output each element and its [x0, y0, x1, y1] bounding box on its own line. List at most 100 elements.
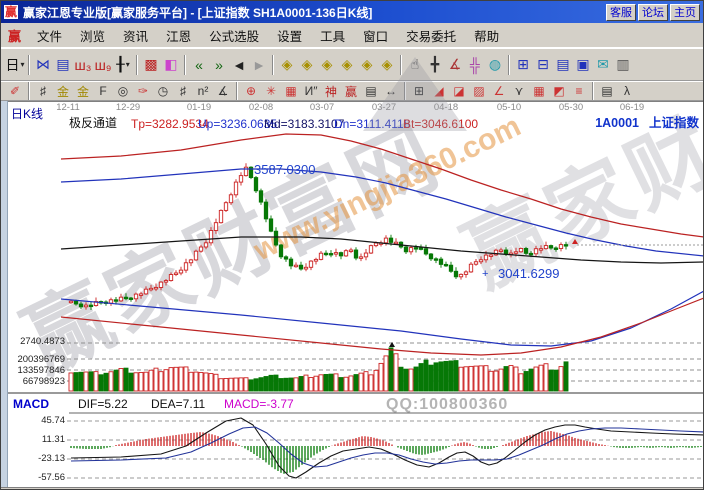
- dropdown-arrow-icon: ▾: [125, 60, 130, 69]
- symbol-name: 上证指数: [648, 116, 699, 130]
- volume-scale-label: 66798923: [22, 376, 65, 387]
- zoom-left-diamond-icon[interactable]: ◈: [281, 56, 293, 72]
- titlebar-button-home[interactable]: 主页: [670, 3, 700, 21]
- gann-web-icon[interactable]: ▦: [285, 84, 297, 98]
- angle-lines-icon[interactable]: ∠: [493, 84, 505, 98]
- knot-tool-icon[interactable]: ╬: [470, 56, 480, 73]
- span-measure-icon[interactable]: ↔: [385, 84, 397, 98]
- updown-diamond-icon[interactable]: ◈: [361, 56, 373, 72]
- toolbar-separator: [28, 82, 30, 100]
- candle-style-button[interactable]: ╂ ▾: [116, 56, 130, 72]
- measure-pen-icon[interactable]: ✑: [137, 84, 149, 98]
- dropdown-arrow-icon: ▾: [20, 60, 25, 69]
- expand-diamond-icon[interactable]: ◈: [341, 56, 353, 72]
- gann-fence-icon[interactable]: ♯: [40, 84, 46, 98]
- gold-grid-icon[interactable]: 金: [56, 84, 69, 99]
- ruler-123-icon[interactable]: ▤: [365, 84, 377, 98]
- date-axis-label: 12-11: [56, 102, 80, 113]
- v-lines-icon[interactable]: ⋎: [514, 84, 524, 98]
- symbol-label: 1A0001 上证指数: [595, 116, 699, 131]
- draw-pen-icon[interactable]: ✐: [9, 84, 21, 98]
- menu-item-help[interactable]: 帮助: [474, 29, 500, 44]
- menu-item-news[interactable]: 资讯: [123, 29, 149, 44]
- zoom-right-diamond-icon[interactable]: ◈: [301, 56, 313, 72]
- trend-pattern-icon[interactable]: ⋈: [36, 56, 50, 72]
- gann-shade-icon[interactable]: ▨: [473, 84, 485, 98]
- ying-tool-icon[interactable]: 赢: [344, 84, 357, 99]
- dense-grid-icon[interactable]: ♯: [180, 84, 186, 98]
- menu-item-tools[interactable]: 工具: [320, 29, 346, 44]
- spiral-icon[interactable]: ◎: [117, 84, 129, 98]
- date-axis-label: 03-27: [371, 102, 397, 113]
- channel-value-label: Up=3236.0635: [198, 117, 278, 131]
- print-icon[interactable]: ▥: [616, 56, 630, 72]
- fibo-grid-icon[interactable]: F: [99, 84, 107, 98]
- drawing-toolbar: ✐ ♯ 金金 F ◎ ✑ ◷ ♯ n² ∡ ⊕ ✳ ▦ И″ 神赢 ▤ ↔ ⊞ ◢ ◪ ▨ ∠ ⋎ ▦ ◩ ≡ ▤ λ: [1, 81, 703, 101]
- toolbar-separator: [136, 54, 138, 75]
- date-axis-label: 05-30: [558, 102, 584, 113]
- time-cycle-icon[interactable]: ◷: [157, 84, 169, 98]
- angle-tool-icon[interactable]: ∡: [448, 56, 462, 72]
- menu-item-file[interactable]: 文件: [37, 29, 63, 44]
- date-axis-label: 03-07: [309, 102, 335, 113]
- color-kline-icon[interactable]: ◧: [164, 56, 178, 72]
- target-circle-icon[interactable]: ⊕: [245, 84, 257, 98]
- calendar-icon[interactable]: ⊞: [517, 56, 529, 72]
- menu-items: 文件 浏览 资讯 江恩 公式选股 设置 工具 窗口 交易委托 帮助: [28, 24, 508, 47]
- price-grid-icon[interactable]: ▦: [533, 84, 545, 98]
- menu-item-gann[interactable]: 江恩: [166, 29, 192, 44]
- mail-icon[interactable]: ✉: [597, 56, 609, 72]
- title-bar[interactable]: 赢 赢家江恩专业版[赢家服务平台] - [上证指数 SH1A0001-136日K…: [1, 1, 703, 23]
- volume-scale-label: 200396769: [17, 354, 65, 365]
- menu-item-browse[interactable]: 浏览: [80, 29, 106, 44]
- shrink-diamond-icon[interactable]: ◈: [321, 56, 333, 72]
- first-page-icon[interactable]: «: [195, 56, 203, 73]
- menu-item-settings[interactable]: 设置: [277, 29, 303, 44]
- last-page-icon[interactable]: »: [215, 56, 223, 73]
- date-axis-label: 05-10: [496, 102, 522, 113]
- menu-item-formula-stock-pick[interactable]: 公式选股: [209, 29, 260, 44]
- gann-square-icon[interactable]: ◪: [453, 84, 465, 98]
- price-list-icon[interactable]: ▤: [601, 84, 613, 98]
- set-square-icon[interactable]: ∡: [217, 84, 229, 98]
- save-icon[interactable]: ▣: [576, 56, 590, 72]
- menu-logo-icon: 赢: [8, 28, 22, 44]
- gann-box-icon[interactable]: ⊞: [413, 84, 425, 98]
- menu-item-window[interactable]: 窗口: [363, 29, 389, 44]
- gold-grid2-icon[interactable]: 金: [76, 84, 89, 99]
- macd-scale-label: -57.56: [38, 472, 65, 483]
- period-day-button[interactable]: 日 ▾: [5, 56, 25, 73]
- calculator-icon[interactable]: ⊟: [537, 56, 549, 72]
- hand-tool-icon[interactable]: ☝: [410, 56, 420, 72]
- prev-page-icon[interactable]: ◄: [232, 56, 246, 73]
- minute-bars-3-icon[interactable]: ш₃: [74, 56, 92, 73]
- volume-scale-label: 133597846: [17, 365, 65, 376]
- f10-report-icon[interactable]: ▤: [56, 56, 70, 72]
- titlebar-button-service[interactable]: 客服: [606, 3, 636, 21]
- left-frame: [1, 101, 8, 489]
- crosshair-tool-icon[interactable]: ╋: [430, 56, 440, 72]
- square-nine-icon[interactable]: n²: [197, 84, 209, 98]
- next-page-icon[interactable]: ►: [252, 56, 266, 73]
- menu-item-trade-order[interactable]: 交易委托: [406, 29, 457, 44]
- grid-arrow-icon[interactable]: ◩: [553, 84, 565, 98]
- lambda-tool-icon[interactable]: λ: [624, 84, 630, 98]
- k-settings-icon[interactable]: ▩: [144, 56, 158, 72]
- move-diamond-icon[interactable]: ◈: [381, 56, 393, 72]
- high-price-annotation: 3587.0300: [254, 162, 316, 177]
- wave-mark-icon[interactable]: И″: [304, 84, 318, 98]
- indicator-name: 极反通道: [69, 116, 118, 130]
- low-price-annotation: 3041.6299: [498, 266, 560, 281]
- date-axis-label: 12-29: [115, 102, 141, 113]
- cycle-tool-icon[interactable]: ◍: [488, 56, 502, 72]
- shen-tool-icon[interactable]: 神: [324, 84, 337, 99]
- minute-bars-9-icon[interactable]: ш₉: [94, 56, 112, 73]
- macd-scale-label: 45.74: [41, 415, 65, 426]
- titlebar-button-forum[interactable]: 论坛: [638, 3, 668, 21]
- parallel-lines-icon[interactable]: ≡: [575, 84, 583, 98]
- gann-fan-icon[interactable]: ◢: [434, 84, 444, 98]
- gann-wheel-icon[interactable]: ✳: [265, 84, 277, 98]
- date-axis-label: 04-18: [433, 102, 459, 113]
- memo-icon[interactable]: ▤: [556, 56, 570, 72]
